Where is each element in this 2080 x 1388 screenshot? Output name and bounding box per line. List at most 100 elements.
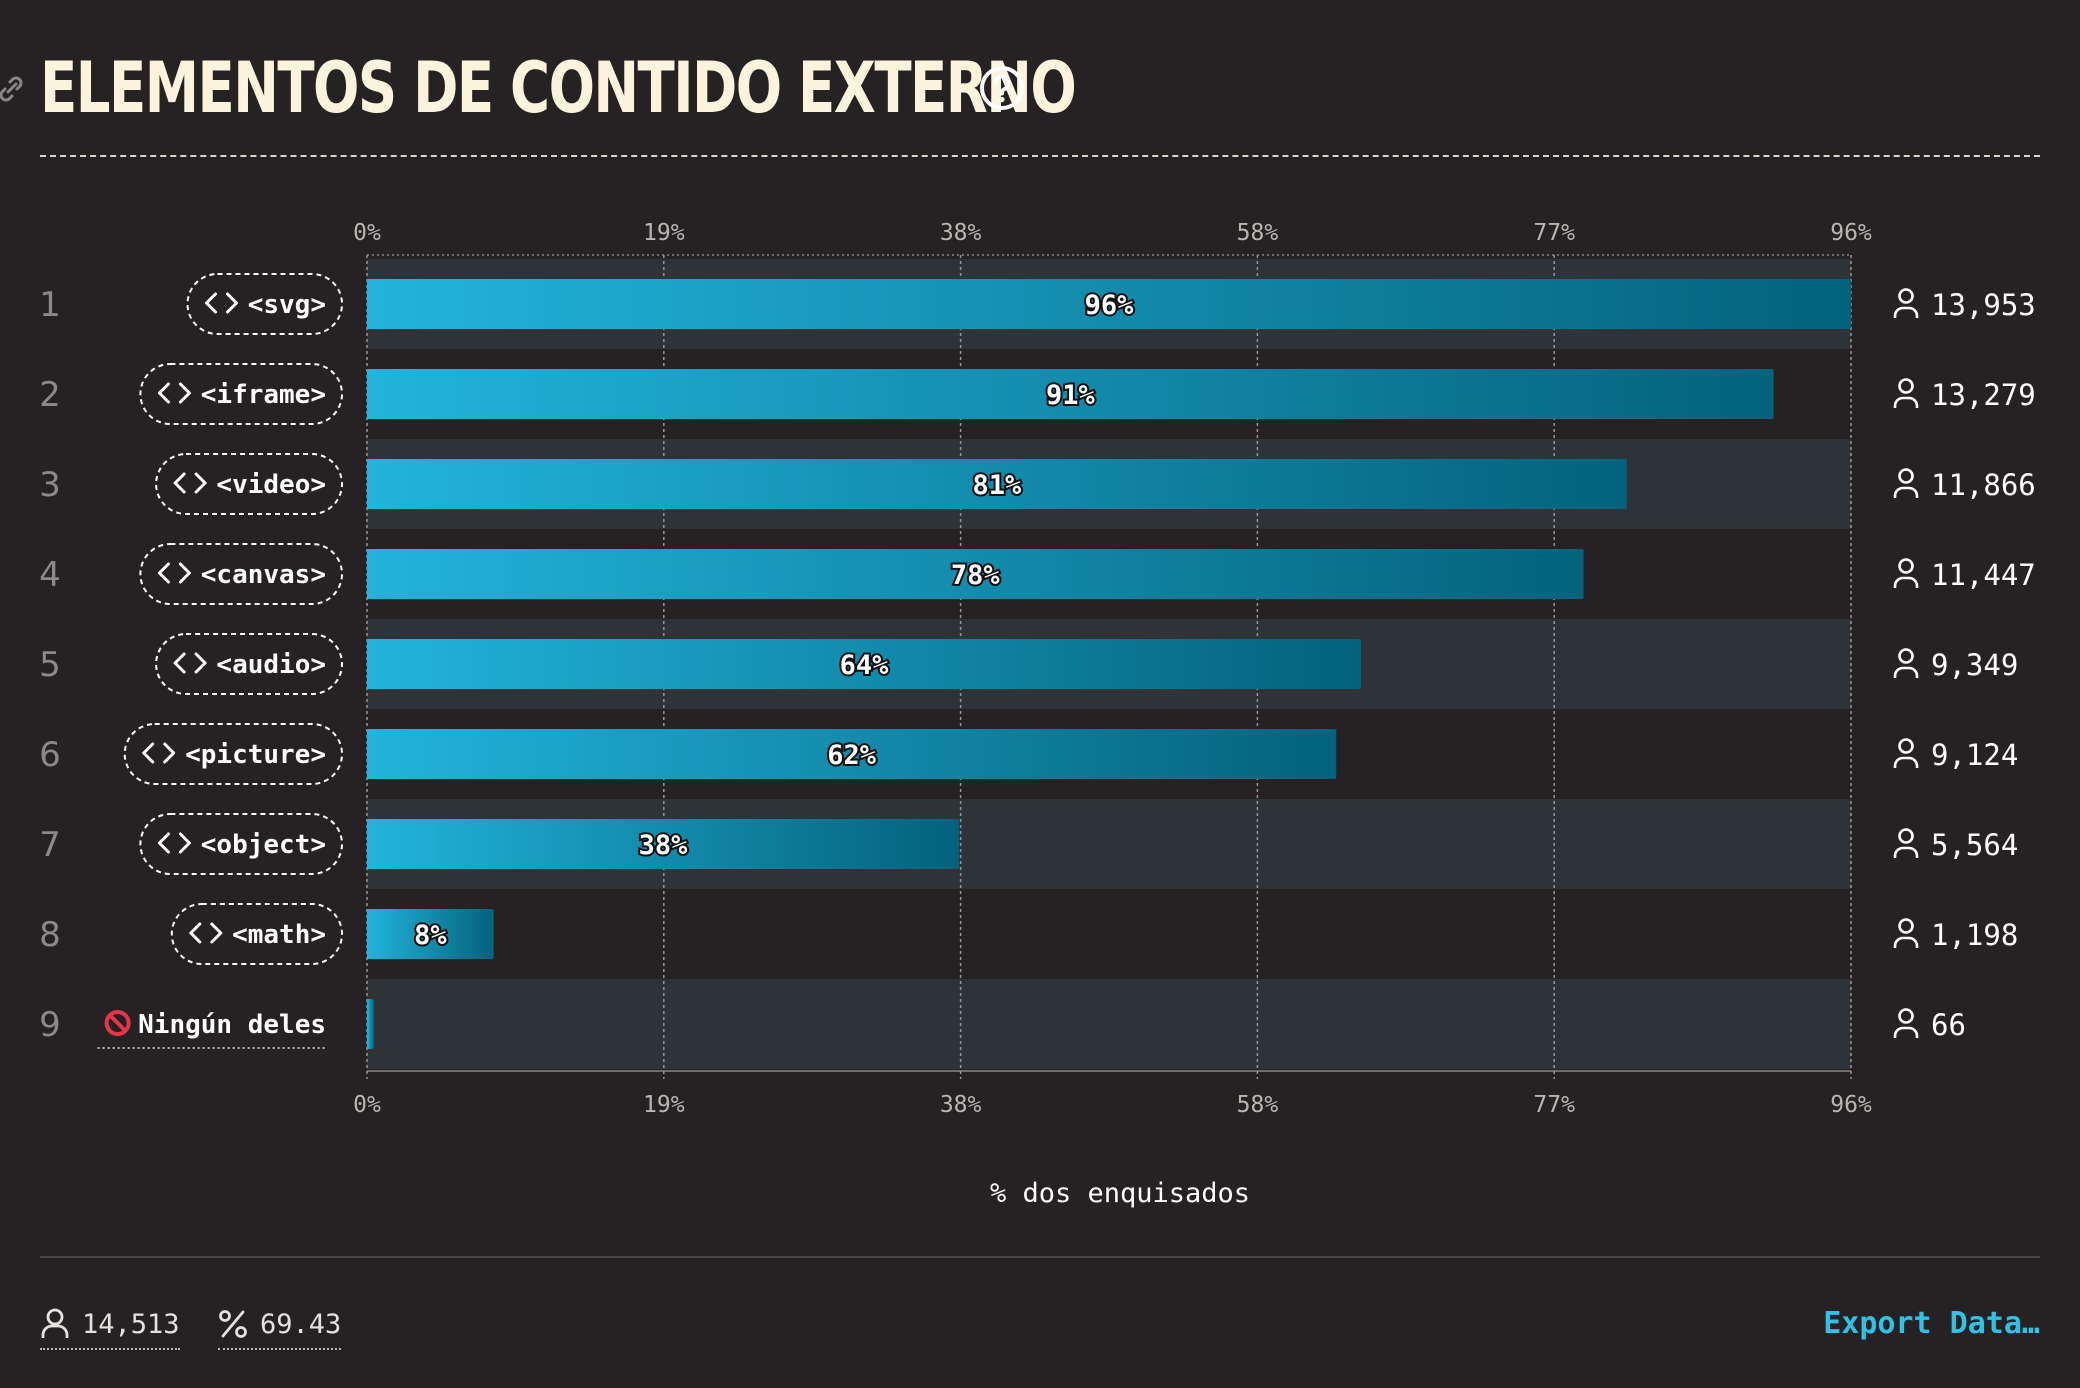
rank-number: 8: [39, 915, 61, 955]
label-pill: [186, 273, 343, 335]
label-pill: [155, 633, 343, 695]
person-icon: [1893, 558, 1919, 588]
x-tick-label-bottom: 77%: [1533, 1092, 1575, 1118]
bar-value-label: 81%: [973, 470, 1023, 501]
category-label: <svg>: [248, 290, 326, 320]
bar-value-label: 8%: [414, 920, 447, 951]
title-divider: [40, 155, 2040, 157]
respondent-count: 9,124: [1931, 738, 2018, 772]
respondent-count: 13,953: [1931, 288, 2036, 322]
footer-divider: [40, 1256, 2040, 1258]
label-pill: [139, 363, 343, 425]
help-icon[interactable]: [978, 64, 1026, 112]
code-icon: [205, 292, 238, 314]
person-icon: [1893, 468, 1919, 498]
rank-number: 4: [39, 555, 61, 595]
rank-number: 1: [39, 285, 61, 325]
no-entry-icon: [104, 1010, 131, 1036]
x-tick-label-bottom: 96%: [1830, 1092, 1872, 1118]
category-label: <canvas>: [201, 560, 326, 590]
x-tick-label-top: 0%: [353, 220, 381, 246]
x-tick-label-top: 77%: [1533, 220, 1575, 246]
rank-number: 7: [39, 825, 61, 865]
x-tick-label-bottom: 58%: [1237, 1092, 1279, 1118]
respondents-count: 14,513: [82, 1308, 180, 1340]
bar-row[interactable]: 4 <canvas> 78% 11,447: [39, 543, 2036, 605]
respondent-count: 5,564: [1931, 828, 2018, 862]
person-icon: [1893, 738, 1919, 768]
bar[interactable]: [367, 909, 494, 959]
respondent-count: 11,447: [1931, 558, 2036, 592]
link-icon[interactable]: [0, 74, 26, 104]
rank-number: 5: [39, 645, 61, 685]
x-tick-label-top: 38%: [940, 220, 982, 246]
x-tick-label-bottom: 0%: [353, 1092, 381, 1118]
bar-row[interactable]: 9 Ningún deles 66: [39, 999, 1966, 1049]
rank-number: 2: [39, 375, 61, 415]
bar-value-label: 91%: [1046, 380, 1096, 411]
bar-value-label: 78%: [951, 560, 1001, 591]
person-icon: [1893, 828, 1919, 858]
chart-title: ELEMENTOS DE CONTIDO EXTERNO: [40, 47, 1077, 129]
respondent-count: 1,198: [1931, 918, 2018, 952]
category-label: <picture>: [185, 740, 326, 770]
respondents-stat[interactable]: 14,513: [40, 1304, 180, 1350]
bar-value-label: 38%: [639, 830, 689, 861]
chart-header: ELEMENTOS DE CONTIDO EXTERNO: [0, 40, 2040, 160]
percent-value: 69.43: [260, 1308, 342, 1340]
bar-value-label: 62%: [827, 740, 877, 771]
label-pill: [170, 903, 343, 965]
bar[interactable]: [367, 639, 1361, 689]
bar-chart: 0% 19% 38% 58% 77% 96% 0% 19% 38% 58% 77% 96% 1 <sv…: [39, 220, 2036, 1209]
x-tick-label-bottom: 19%: [643, 1092, 685, 1118]
person-icon: [1893, 648, 1919, 678]
bar-value-label: 64%: [840, 650, 890, 681]
bar-row[interactable]: 2 <iframe> 91% 13,279: [39, 363, 2036, 425]
rank-number: 9: [39, 1005, 61, 1045]
category-label: <object>: [201, 830, 326, 860]
bar-row[interactable]: 3 <video> 81% 11,866: [39, 453, 2036, 515]
code-icon: [173, 652, 207, 674]
label-pill: [155, 453, 343, 515]
bar[interactable]: [367, 549, 1584, 599]
bar[interactable]: [367, 819, 960, 869]
bar-row[interactable]: 5 <audio> 64% 9,349: [39, 633, 2018, 695]
code-icon: [142, 742, 176, 764]
respondent-count: 11,866: [1931, 468, 2036, 502]
person-icon: [1893, 1008, 1919, 1038]
respondent-count: 9,349: [1931, 648, 2018, 682]
bar-row[interactable]: 1 <svg> 96% 13,953: [39, 273, 2036, 335]
bar[interactable]: [367, 279, 1851, 329]
category-label: <iframe>: [201, 380, 326, 410]
person-icon: [41, 1308, 69, 1338]
code-icon: [173, 472, 207, 494]
rank-number: 3: [39, 465, 61, 505]
code-icon: [189, 922, 223, 944]
bar-row[interactable]: 8 <math> 8% 1,198: [39, 903, 2018, 965]
percent-stat[interactable]: 69.43: [218, 1304, 342, 1350]
category-label: <math>: [232, 920, 326, 950]
x-tick-label-top: 58%: [1237, 220, 1279, 246]
code-icon: [157, 562, 191, 584]
x-tick-label-bottom: 38%: [940, 1092, 982, 1118]
bar[interactable]: [367, 729, 1337, 779]
bar[interactable]: [367, 369, 1774, 419]
bar-row[interactable]: 6 <picture> 62% 9,124: [39, 723, 2018, 785]
label-pill: [139, 543, 343, 605]
x-tick-label-top: 96%: [1830, 220, 1872, 246]
respondent-count: 66: [1931, 1008, 1966, 1042]
export-data-link[interactable]: Export Data…: [1823, 1306, 2040, 1341]
person-icon: [1893, 918, 1919, 948]
x-tick-label-top: 19%: [643, 220, 685, 246]
person-icon: [1893, 288, 1919, 318]
category-label: Ningún deles: [138, 1010, 326, 1040]
bar-row[interactable]: 7 <object> 38% 5,564: [39, 813, 2018, 875]
code-icon: [157, 382, 191, 404]
category-label: <audio>: [216, 650, 326, 680]
category-label: <video>: [216, 470, 326, 500]
bar[interactable]: [367, 459, 1627, 509]
bar[interactable]: [367, 999, 374, 1049]
code-icon: [157, 832, 191, 854]
rank-number: 6: [39, 735, 61, 775]
percent-icon: [219, 1310, 247, 1338]
